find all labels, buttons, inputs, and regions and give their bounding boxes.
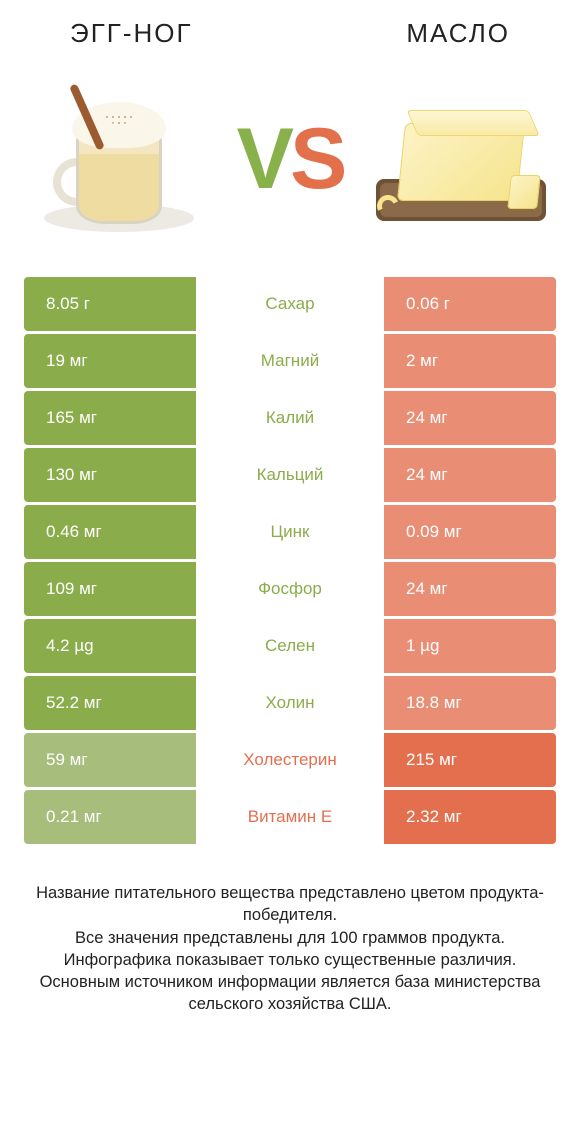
eggnog-icon (49, 84, 189, 234)
left-value: 0.46 мг (24, 505, 196, 559)
right-value: 24 мг (384, 562, 556, 616)
left-value: 4.2 µg (24, 619, 196, 673)
left-value: 0.21 мг (24, 790, 196, 844)
left-value: 59 мг (24, 733, 196, 787)
footnote-text: Название питательного вещества представл… (24, 882, 556, 1016)
nutrient-name: Магний (196, 334, 384, 388)
left-value: 19 мг (24, 334, 196, 388)
left-value: 52.2 мг (24, 676, 196, 730)
vs-v: V (237, 111, 290, 207)
right-value: 24 мг (384, 448, 556, 502)
nutrient-table: 8.05 гСахар0.06 г19 мгМагний2 мг165 мгКа… (24, 277, 556, 844)
nutrient-row: 0.46 мгЦинк0.09 мг (24, 505, 556, 559)
left-value: 165 мг (24, 391, 196, 445)
right-product-title: МАСЛО (406, 18, 510, 49)
right-value: 2.32 мг (384, 790, 556, 844)
right-value: 0.09 мг (384, 505, 556, 559)
vs-label: VS (237, 116, 344, 202)
nutrient-row: 59 мгХолестерин215 мг (24, 733, 556, 787)
nutrient-name: Холестерин (196, 733, 384, 787)
nutrient-name: Витамин E (196, 790, 384, 844)
nutrient-name: Селен (196, 619, 384, 673)
title-row: ЭГГ-НОГ МАСЛО (24, 18, 556, 59)
right-value: 18.8 мг (384, 676, 556, 730)
nutrient-name: Цинк (196, 505, 384, 559)
vs-s: S (290, 111, 343, 207)
left-value: 130 мг (24, 448, 196, 502)
nutrient-row: 52.2 мгХолин18.8 мг (24, 676, 556, 730)
butter-icon (371, 89, 551, 229)
left-product-image (24, 69, 214, 249)
nutrient-row: 0.21 мгВитамин E2.32 мг (24, 790, 556, 844)
right-value: 0.06 г (384, 277, 556, 331)
infographic: ЭГГ-НОГ МАСЛО VS 8.05 гСахар0 (0, 0, 580, 1016)
nutrient-row: 19 мгМагний2 мг (24, 334, 556, 388)
nutrient-name: Фосфор (196, 562, 384, 616)
nutrient-row: 109 мгФосфор24 мг (24, 562, 556, 616)
right-value: 24 мг (384, 391, 556, 445)
nutrient-name: Холин (196, 676, 384, 730)
nutrient-row: 8.05 гСахар0.06 г (24, 277, 556, 331)
nutrient-row: 165 мгКалий24 мг (24, 391, 556, 445)
hero-row: VS (24, 59, 556, 259)
nutrient-row: 4.2 µgСелен1 µg (24, 619, 556, 673)
right-value: 1 µg (384, 619, 556, 673)
left-product-title: ЭГГ-НОГ (70, 18, 193, 49)
nutrient-name: Калий (196, 391, 384, 445)
left-value: 8.05 г (24, 277, 196, 331)
right-product-image (366, 69, 556, 249)
right-value: 215 мг (384, 733, 556, 787)
nutrient-name: Кальций (196, 448, 384, 502)
left-value: 109 мг (24, 562, 196, 616)
nutrient-row: 130 мгКальций24 мг (24, 448, 556, 502)
nutrient-name: Сахар (196, 277, 384, 331)
right-value: 2 мг (384, 334, 556, 388)
